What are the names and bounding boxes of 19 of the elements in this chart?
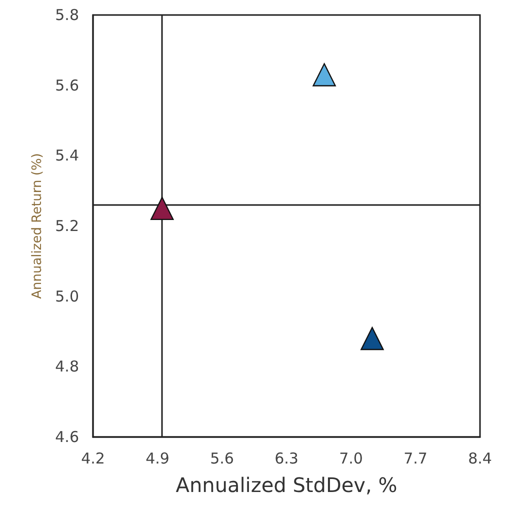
y-tick-label: 5.8 <box>55 6 79 24</box>
y-tick-label: 5.0 <box>55 287 79 306</box>
y-tick-label: 4.6 <box>55 428 79 446</box>
y-tick-label: 5.2 <box>55 217 79 235</box>
y-tick-label: 5.4 <box>55 146 79 165</box>
point <box>360 326 384 350</box>
x-axis-title: Annualized StdDev, % <box>176 473 398 497</box>
x-tick-label: 7.0 <box>339 450 363 468</box>
y-tick-label: 5.6 <box>55 76 79 94</box>
x-tick-label: 5.6 <box>210 450 234 468</box>
point <box>312 63 336 86</box>
y-axis-title: Annualized Return (%) <box>30 153 46 299</box>
x-tick-label: 4.2 <box>81 450 105 468</box>
y-tick-label: 4.8 <box>55 358 79 376</box>
x-tick-label: 4.9 <box>146 450 170 468</box>
x-tick-label: 6.3 <box>274 450 298 468</box>
x-tick-label: 7.7 <box>404 450 428 468</box>
point <box>150 196 174 220</box>
x-tick-label: 8.4 <box>468 450 492 468</box>
